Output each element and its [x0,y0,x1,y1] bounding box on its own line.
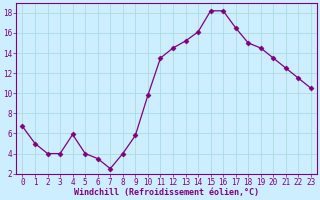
X-axis label: Windchill (Refroidissement éolien,°C): Windchill (Refroidissement éolien,°C) [74,188,259,197]
